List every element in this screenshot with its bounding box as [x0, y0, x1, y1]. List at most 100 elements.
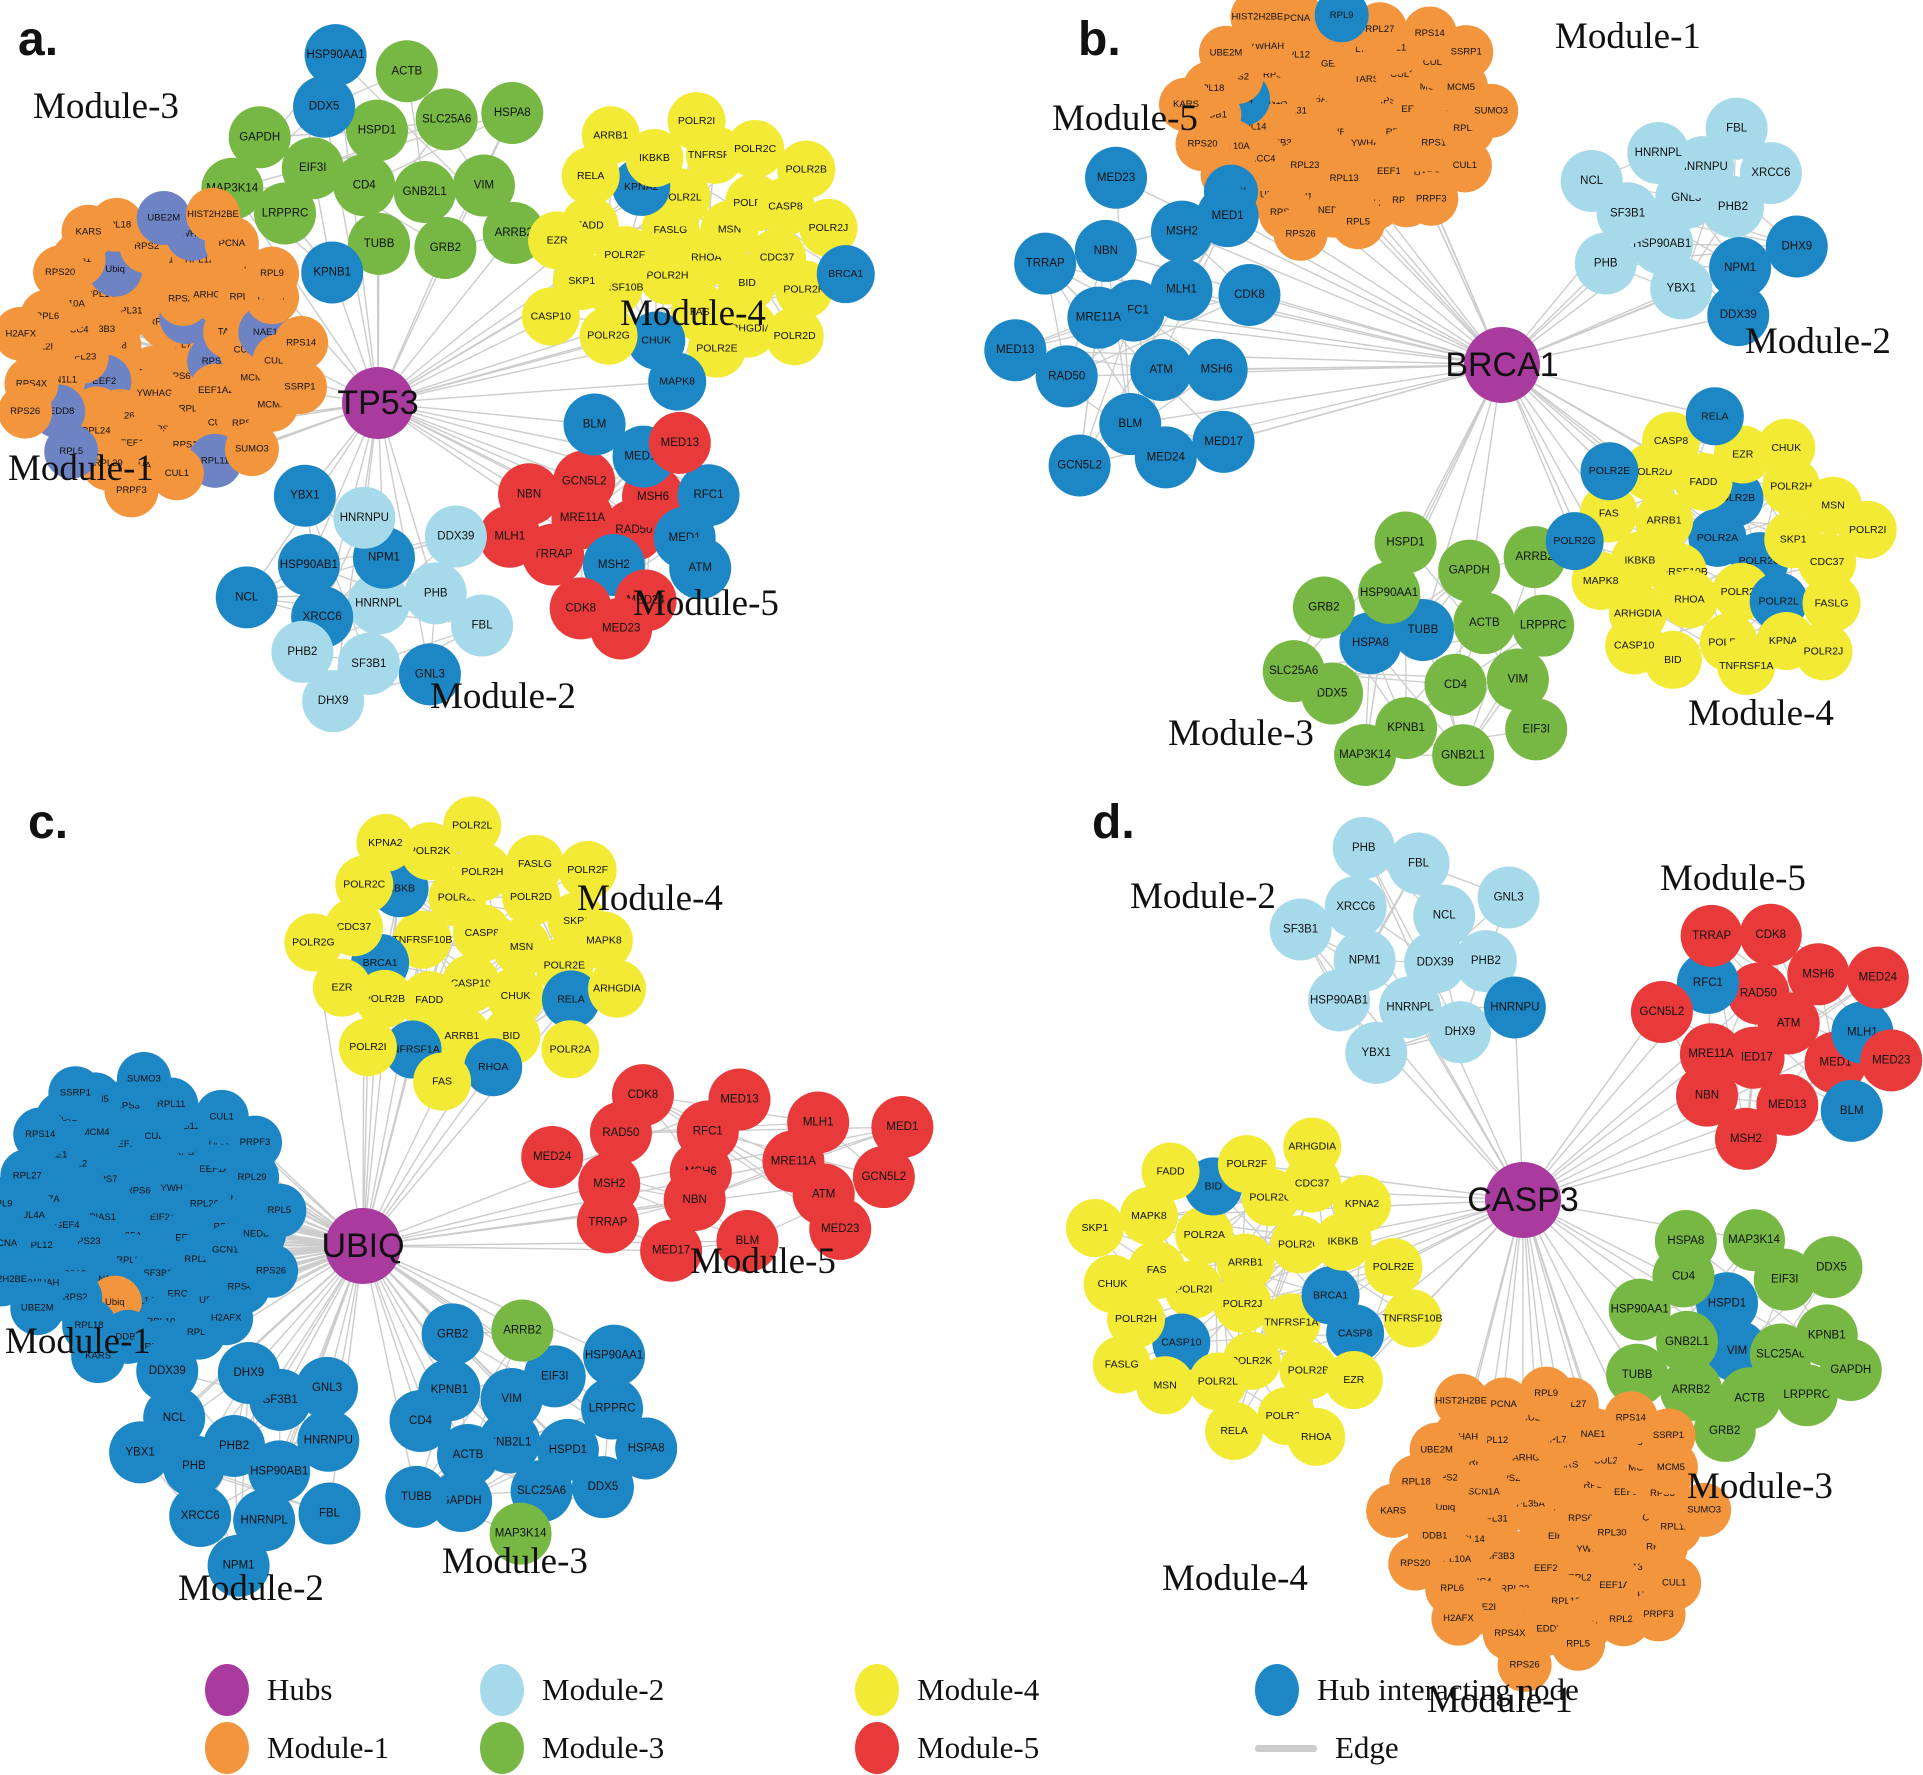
- node-MRE11A[interactable]: MRE11A: [1067, 286, 1130, 349]
- node-POLR2I[interactable]: POLR2I: [1838, 500, 1897, 559]
- gene-node-circle[interactable]: [274, 315, 329, 370]
- node-CASP10[interactable]: CASP10: [1605, 616, 1664, 675]
- node-SSRP1[interactable]: SSRP1: [1641, 1408, 1696, 1463]
- gene-node-circle[interactable]: [293, 75, 356, 138]
- gene-node-circle[interactable]: [1188, 1352, 1247, 1411]
- gene-node-circle[interactable]: [521, 1125, 584, 1188]
- node-SUMO3[interactable]: SUMO3: [224, 422, 279, 477]
- node-SKP1[interactable]: SKP1: [1065, 1199, 1124, 1258]
- gene-node-circle[interactable]: [272, 360, 327, 415]
- hub-circle[interactable]: [1464, 327, 1540, 403]
- gene-node-circle[interactable]: [1519, 1366, 1574, 1421]
- gene-node-circle[interactable]: [1048, 434, 1111, 497]
- node-UBE2M[interactable]: UBE2M: [136, 191, 191, 246]
- gene-node-circle[interactable]: [224, 422, 279, 477]
- gene-node-circle[interactable]: [1279, 1341, 1338, 1400]
- gene-node-circle[interactable]: [583, 1324, 646, 1387]
- node-KARS[interactable]: KARS: [61, 204, 116, 259]
- gene-node-circle[interactable]: [1627, 122, 1690, 185]
- gene-node-circle[interactable]: [277, 533, 340, 596]
- gene-node-circle[interactable]: [1085, 146, 1148, 209]
- gene-node-circle[interactable]: [1287, 1407, 1346, 1466]
- gene-node-circle[interactable]: [571, 1456, 634, 1519]
- gene-node-circle[interactable]: [338, 1018, 397, 1077]
- gene-node-circle[interactable]: [1035, 345, 1098, 408]
- gene-node-circle[interactable]: [44, 424, 99, 479]
- gene-node-circle[interactable]: [430, 1470, 493, 1533]
- gene-node-circle[interactable]: [1431, 1591, 1486, 1646]
- node-SLC25A6[interactable]: SLC25A6: [1262, 640, 1325, 703]
- gene-node-circle[interactable]: [1794, 622, 1853, 681]
- node-MED1[interactable]: MED1: [871, 1096, 934, 1159]
- gene-node-circle[interactable]: [1383, 1289, 1442, 1348]
- node-HSP90AB1[interactable]: HSP90AB1: [277, 533, 340, 596]
- gene-node-circle[interactable]: [1339, 612, 1402, 675]
- gene-node-circle[interactable]: [424, 505, 487, 568]
- gene-node-circle[interactable]: [104, 463, 159, 518]
- node-CD4[interactable]: CD4: [1424, 653, 1487, 716]
- node-FBL[interactable]: FBL: [1705, 97, 1768, 160]
- node-CDK8[interactable]: CDK8: [611, 1064, 674, 1127]
- gene-node-circle[interactable]: [1216, 1233, 1275, 1292]
- gene-node-circle[interactable]: [491, 1299, 554, 1362]
- gene-node-circle[interactable]: [451, 594, 514, 657]
- gene-node-circle[interactable]: [1192, 410, 1255, 473]
- node-GNB2L1[interactable]: GNB2L1: [393, 161, 456, 224]
- node-HSPA8[interactable]: HSPA8: [615, 1417, 678, 1480]
- gene-node-circle[interactable]: [1454, 930, 1517, 993]
- gene-node-circle[interactable]: [1709, 237, 1772, 300]
- gene-node-circle[interactable]: [333, 154, 396, 217]
- node-MED23[interactable]: MED23: [1860, 1029, 1923, 1092]
- gene-node-circle[interactable]: [217, 1342, 280, 1405]
- gene-node-circle[interactable]: [304, 24, 367, 87]
- hub-circle[interactable]: [325, 1208, 401, 1284]
- gene-node-circle[interactable]: [1675, 1064, 1738, 1127]
- gene-node-circle[interactable]: [1262, 640, 1325, 703]
- gene-node-circle[interactable]: [48, 1066, 103, 1121]
- gene-node-circle[interactable]: [312, 958, 371, 1017]
- gene-node-circle[interactable]: [415, 88, 478, 151]
- gene-node-circle[interactable]: [677, 464, 740, 527]
- gene-node-circle[interactable]: [478, 505, 541, 568]
- gene-node-circle[interactable]: [1358, 561, 1421, 624]
- gene-node-circle[interactable]: [1464, 83, 1519, 138]
- gene-node-circle[interactable]: [687, 319, 746, 378]
- node-MED24[interactable]: MED24: [1134, 426, 1197, 489]
- hub-circle[interactable]: [342, 367, 414, 439]
- gene-node-circle[interactable]: [1819, 1338, 1882, 1401]
- hub-BRCA1[interactable]: BRCA1: [1445, 327, 1559, 403]
- gene-node-circle[interactable]: [1714, 1107, 1777, 1170]
- node-EIF3I[interactable]: EIF3I: [1505, 698, 1568, 761]
- gene-node-circle[interactable]: [1654, 1209, 1717, 1272]
- hub-circle[interactable]: [1485, 1162, 1561, 1238]
- node-RPL5[interactable]: RPL5: [1331, 195, 1386, 250]
- node-DHX9[interactable]: DHX9: [217, 1342, 280, 1405]
- node-RFC1[interactable]: RFC1: [677, 464, 740, 527]
- node-FBL[interactable]: FBL: [1387, 832, 1450, 895]
- node-MLH1[interactable]: MLH1: [787, 1091, 850, 1154]
- node-FADD[interactable]: FADD: [1141, 1142, 1200, 1201]
- node-SF3B1[interactable]: SF3B1: [1269, 898, 1332, 961]
- gene-node-circle[interactable]: [1437, 138, 1492, 193]
- gene-node-circle[interactable]: [1292, 576, 1355, 639]
- node-HSP90AA1[interactable]: HSP90AA1: [304, 24, 367, 87]
- gene-node-circle[interactable]: [1083, 1254, 1142, 1313]
- gene-node-circle[interactable]: [1150, 258, 1213, 321]
- node-FAS[interactable]: FAS: [413, 1052, 472, 1111]
- gene-node-circle[interactable]: [109, 1421, 172, 1484]
- gene-node-circle[interactable]: [523, 1345, 586, 1408]
- node-SSRP1[interactable]: SSRP1: [48, 1066, 103, 1121]
- node-RHOA[interactable]: RHOA: [1287, 1407, 1346, 1466]
- gene-node-circle[interactable]: [1379, 976, 1442, 1039]
- gene-node-circle[interactable]: [186, 187, 241, 242]
- gene-node-circle[interactable]: [590, 597, 653, 660]
- gene-node-circle[interactable]: [625, 129, 684, 188]
- node-RELA[interactable]: RELA: [1685, 387, 1744, 446]
- gene-node-circle[interactable]: [1545, 512, 1604, 571]
- node-TUBB[interactable]: TUBB: [385, 1465, 448, 1528]
- node-GCN5L2[interactable]: GCN5L2: [1630, 980, 1693, 1043]
- node-POLR2L[interactable]: POLR2L: [443, 796, 502, 855]
- node-GCN5L2[interactable]: GCN5L2: [1048, 434, 1111, 497]
- gene-node-circle[interactable]: [281, 137, 344, 200]
- gene-node-circle[interactable]: [414, 216, 477, 279]
